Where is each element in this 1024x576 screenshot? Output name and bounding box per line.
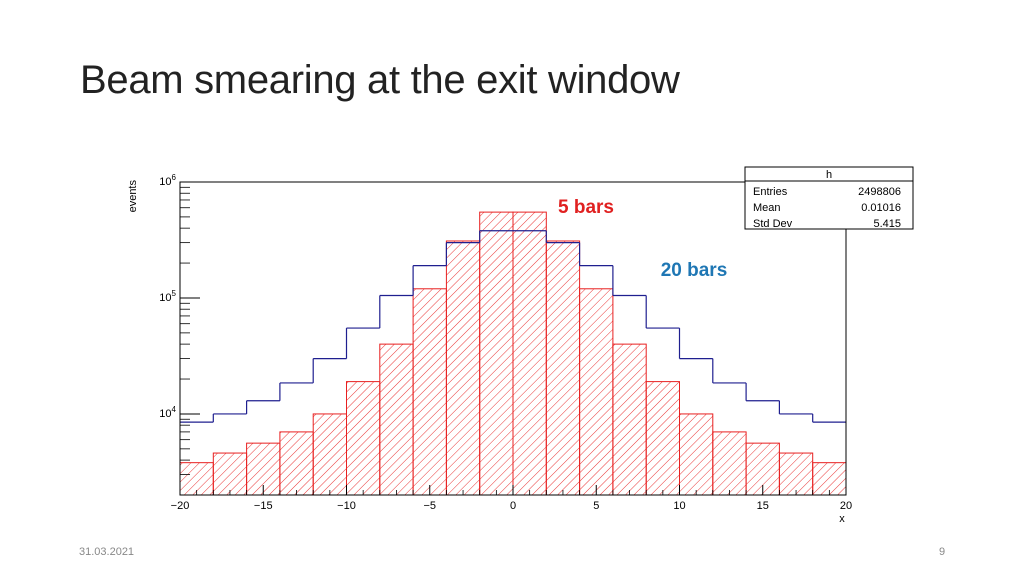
x-axis-title: x <box>839 513 845 525</box>
x-tick-label: −20 <box>171 500 190 512</box>
stats-label: Entries <box>753 186 788 198</box>
y-tick-label: 104 <box>159 405 176 420</box>
y-axis-title: events <box>127 180 139 213</box>
x-tick-label: −15 <box>254 500 273 512</box>
x-tick-label: −5 <box>423 500 436 512</box>
y-tick-label: 106 <box>159 173 176 188</box>
stats-value: 0.01016 <box>861 202 901 214</box>
x-tick-label: 15 <box>757 500 769 512</box>
stats-value: 5.415 <box>873 218 901 230</box>
x-tick-label: 0 <box>510 500 516 512</box>
series-label-20-bars: 20 bars <box>661 260 728 281</box>
series-label-5-bars: 5 bars <box>558 197 614 218</box>
slide-title: Beam smearing at the exit window <box>80 58 680 102</box>
slide-page-number: 9 <box>939 546 946 558</box>
stats-box-title: h <box>826 169 832 181</box>
x-tick-label: 20 <box>840 500 852 512</box>
stats-value: 2498806 <box>858 186 901 198</box>
stats-box: h Entries 2498806 Mean 0.01016 Std Dev 5.415 <box>744 166 914 230</box>
stats-box-border <box>744 166 914 230</box>
x-tick-label: 10 <box>673 500 685 512</box>
y-tick-label: 105 <box>159 289 176 304</box>
stats-label: Std Dev <box>753 218 793 230</box>
x-tick-label: −10 <box>337 500 356 512</box>
slide-date: 31.03.2021 <box>79 546 135 558</box>
x-tick-label: 5 <box>593 500 599 512</box>
stats-label: Mean <box>753 202 781 214</box>
